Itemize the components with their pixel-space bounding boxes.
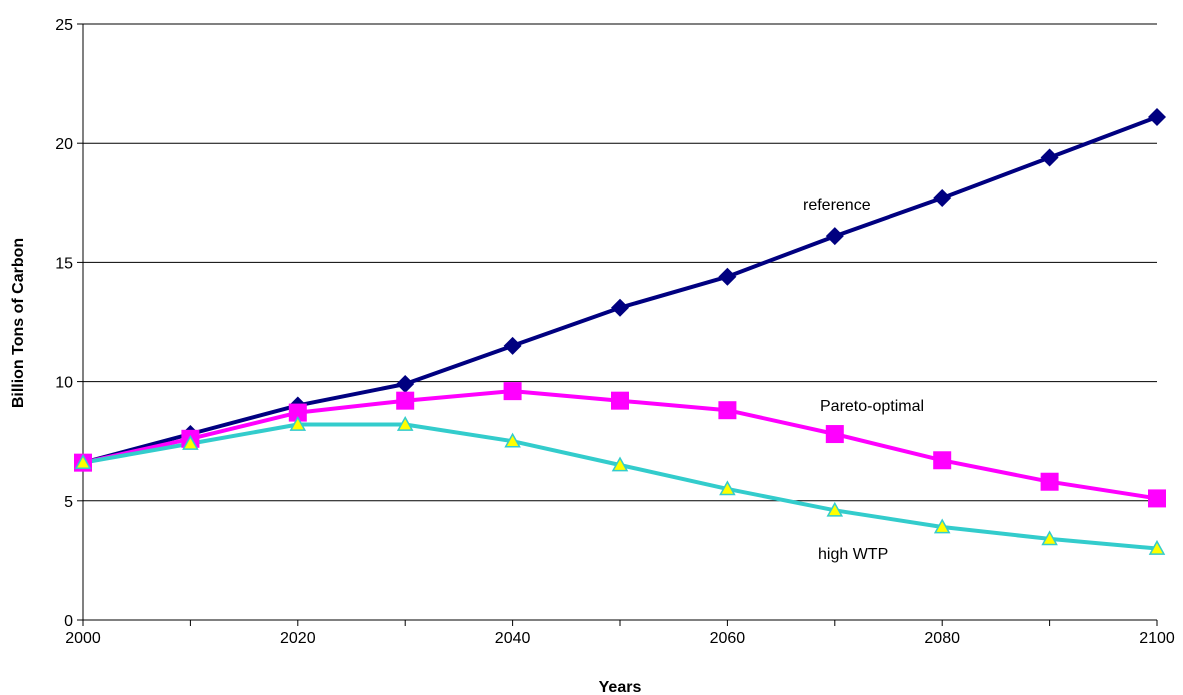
y-tick-label: 10 — [55, 375, 73, 392]
x-axis-title: Years — [599, 679, 642, 695]
data-point-reference — [1148, 107, 1166, 126]
data-point-reference — [825, 227, 844, 246]
data-point-pareto-optimal — [396, 391, 415, 410]
series-line-high-wtp — [82, 422, 1158, 551]
x-tick-label: 2080 — [924, 630, 960, 647]
data-point-pareto-optimal — [718, 401, 737, 420]
y-tick-labels: 0 5 10 15 20 25 — [55, 17, 73, 630]
x-tick-label: 2020 — [280, 630, 316, 647]
data-point-reference — [503, 336, 522, 355]
data-point-high-wtp — [826, 501, 844, 517]
series-label-reference: reference — [803, 197, 871, 214]
y-tick-label: 25 — [55, 17, 73, 34]
data-point-high-wtp — [74, 454, 92, 470]
data-point-pareto-optimal — [611, 391, 629, 410]
data-point-high-wtp — [1148, 539, 1166, 555]
data-point-pareto-optimal — [933, 451, 952, 470]
x-tick-label: 2000 — [65, 630, 101, 647]
data-point-pareto-optimal — [825, 425, 844, 444]
data-point-reference — [933, 189, 952, 208]
data-point-high-wtp — [933, 518, 951, 534]
data-point-pareto-optimal — [288, 403, 307, 422]
data-point-high-wtp — [1041, 530, 1058, 546]
x-tick-label: 2100 — [1139, 630, 1175, 647]
data-point-reference — [396, 374, 415, 393]
axes — [77, 23, 1158, 626]
x-tick-label: 2060 — [710, 630, 746, 647]
x-tick-label: 2040 — [495, 630, 531, 647]
series-label-pareto-optimal: Pareto-optimal — [820, 398, 924, 415]
series-label-high-wtp: high WTP — [818, 546, 888, 563]
data-point-reference — [1040, 148, 1059, 167]
y-axis-title: Billion Tons of Carbon — [10, 238, 27, 408]
data-point-reference — [611, 298, 629, 317]
data-point-high-wtp — [504, 432, 521, 448]
y-tick-label: 0 — [64, 613, 73, 630]
y-tick-label: 20 — [55, 136, 73, 153]
data-point-high-wtp — [289, 415, 307, 431]
data-point-pareto-optimal — [503, 382, 522, 401]
series-lines — [82, 115, 1158, 551]
series-markers — [74, 107, 1166, 555]
data-point-high-wtp — [396, 415, 414, 431]
gridlines — [83, 23, 1157, 502]
x-tick-labels: 2000 2020 2040 2060 2080 2100 — [65, 630, 1175, 647]
data-point-high-wtp — [611, 456, 629, 472]
data-point-reference — [718, 267, 737, 286]
data-point-high-wtp — [719, 480, 736, 496]
y-tick-label: 5 — [64, 494, 73, 511]
data-point-high-wtp — [182, 435, 199, 450]
y-tick-label: 15 — [55, 255, 73, 272]
data-point-pareto-optimal — [1040, 472, 1059, 491]
data-point-pareto-optimal — [1148, 489, 1166, 508]
series-line-reference — [82, 115, 1158, 465]
